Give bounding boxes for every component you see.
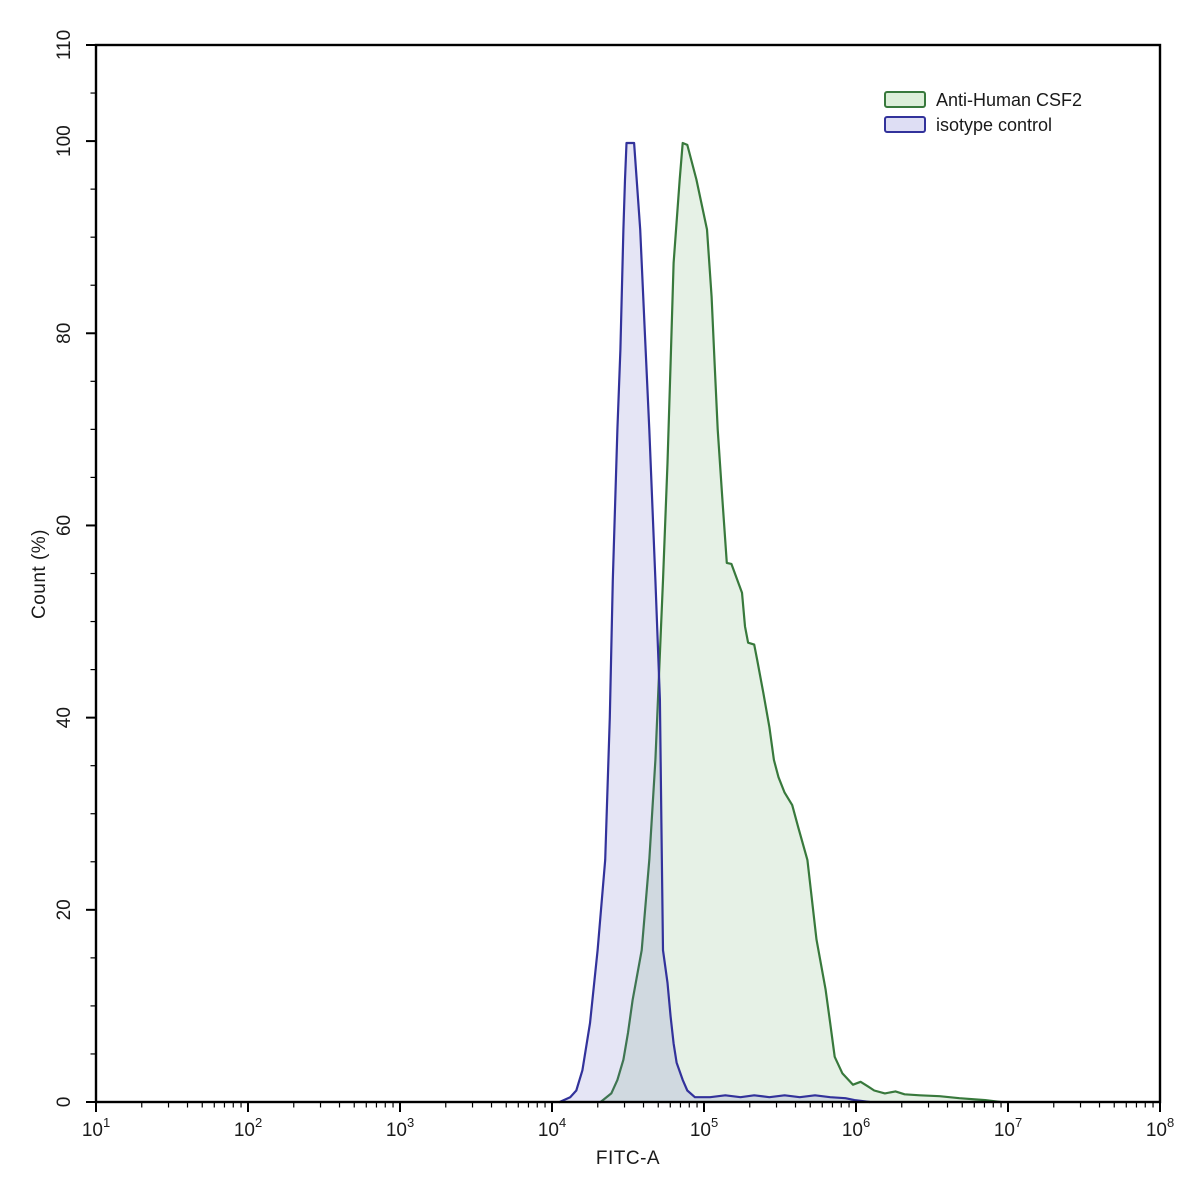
y-tick-label-0: 0: [54, 1097, 75, 1108]
x-tick-label-10e6: 106: [842, 1115, 870, 1141]
x-tick-label-10e5: 105: [690, 1115, 718, 1141]
y-tick-label-40: 40: [54, 707, 75, 728]
y-tick-label-110: 110: [54, 30, 75, 60]
y-axis-title: Count (%): [29, 528, 50, 620]
x-tick-label-10e8: 108: [1146, 1115, 1174, 1141]
legend: Anti-Human CSF2 isotype control: [884, 87, 1082, 137]
x-tick-label-10e7: 107: [994, 1115, 1022, 1141]
y-tick-label-100: 100: [54, 125, 75, 157]
x-tick-label-10e1: 101: [82, 1115, 110, 1141]
x-axis-title: FITC-A: [595, 1148, 661, 1169]
y-tick-label-60: 60: [54, 515, 75, 536]
y-tick-label-20: 20: [54, 899, 75, 920]
x-tick-label-10e2: 102: [234, 1115, 262, 1141]
y-tick-label-80: 80: [54, 323, 75, 344]
x-tick-label-10e4: 104: [538, 1115, 566, 1141]
x-tick-label-10e3: 103: [386, 1115, 414, 1141]
legend-swatch-blue: [884, 116, 926, 133]
legend-entry-anti-human-csf2: Anti-Human CSF2: [884, 87, 1082, 112]
legend-entry-isotype-control: isotype control: [884, 112, 1082, 137]
legend-swatch-green: [884, 91, 926, 108]
legend-label-isotype-control: isotype control: [936, 114, 1053, 135]
curve-fill-anti-human-csf2: [600, 143, 1001, 1102]
curve-line-anti-human-csf2: [599, 141, 1002, 1104]
curve-line-isotype-control: [558, 141, 871, 1104]
curve-fill-isotype-control: [559, 143, 870, 1102]
legend-label-anti-human-csf2: Anti-Human CSF2: [936, 89, 1083, 110]
